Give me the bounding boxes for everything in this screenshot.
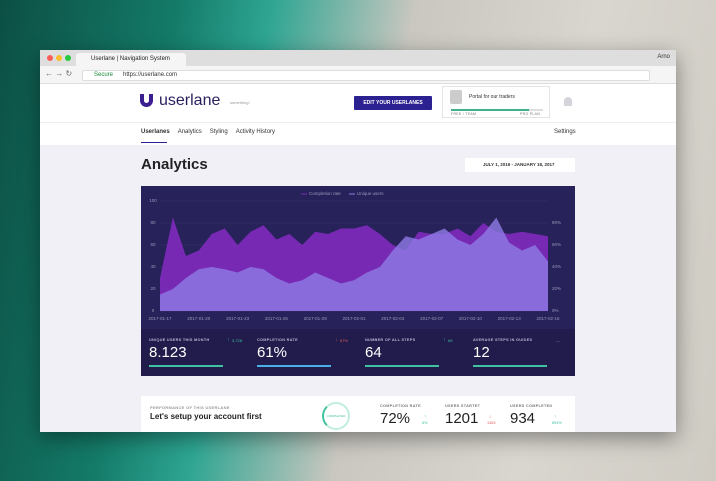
metric-label: COMPLETION RATE (380, 404, 421, 408)
legend-label: Unique users (357, 191, 384, 196)
performance-card (141, 396, 575, 432)
x-tick-label: 2017-02-13 (498, 316, 522, 321)
stat-trend: ↑ (227, 337, 230, 343)
metric-label: USERS STARTET (445, 404, 481, 408)
stat-change: 69 (448, 338, 453, 343)
metric-value: 1201 (445, 410, 479, 427)
metric-value: 934 (510, 410, 536, 427)
stat-bar (365, 365, 439, 367)
secure-label: Secure (94, 72, 114, 78)
y2-tick-label: 40% (552, 264, 561, 269)
settings[interactable]: Settings (554, 129, 576, 135)
x-tick-label: 2017-02-07 (420, 316, 444, 321)
performance-title: Let's setup your account first (150, 412, 262, 421)
y-tick-label: 20 (150, 286, 156, 291)
metric-change: 894% (552, 421, 562, 425)
close-button[interactable] (47, 55, 53, 61)
ring-label: COMPLETED (326, 414, 346, 418)
x-tick-label: 2017-01-23 (226, 316, 250, 321)
active-tab-indicator (141, 142, 167, 143)
metric-change: 1363 (487, 421, 496, 425)
url: https://userlane.com (123, 72, 178, 78)
metric-trend: ↑ (424, 414, 427, 420)
y-tick-label: 0 (152, 308, 155, 313)
date-picker[interactable]: JULY 1, 2016 - JANUARY 18, 2017 (465, 158, 575, 172)
tagline: something! (230, 100, 250, 105)
y2-tick-label: 60% (552, 242, 561, 247)
notifications[interactable] (564, 97, 572, 106)
stat-value: 12 (473, 344, 490, 361)
nav-tab[interactable]: Activity History (235, 129, 276, 135)
plan-bar (451, 109, 543, 111)
stat-value: 61% (257, 344, 288, 361)
plan-left: FREE / TEAM (451, 112, 477, 116)
metric-trend: ↓ (489, 414, 492, 420)
stat-trend: ↑ (443, 337, 446, 343)
portal-name: Portal for our traders (469, 94, 515, 100)
stat-change: 3,728 (232, 338, 243, 343)
y2-tick-label: 20% (552, 286, 561, 291)
x-tick-label: 2017-01-20 (187, 316, 211, 321)
stat-value: 8.123 (149, 344, 187, 361)
stat-label: UNIQUE USERS THIS MONTH (149, 338, 210, 342)
stat-label: COMPLETION RATE (257, 338, 298, 342)
x-tick-label: 2017-02-10 (459, 316, 483, 321)
y2-tick-label: 80% (552, 220, 561, 225)
metric-change: 6% (422, 421, 428, 425)
stat-label: AVERAGE STEPS IN GUIDES (473, 338, 533, 342)
profile-name: Arno (657, 54, 670, 60)
metric-value: 72% (380, 410, 411, 427)
tab[interactable]: Userlane | Navigation System (76, 53, 186, 66)
page-title: Analytics (141, 156, 208, 173)
metric-label: USERS COMPLETED (510, 404, 553, 408)
x-tick-label: 2017-02-04 (381, 316, 405, 321)
stat-label: NUMBER OF ALL STEPS (365, 338, 416, 342)
address-bar[interactable] (82, 70, 650, 81)
edit-button[interactable]: EDIT YOUR USERLANES (354, 96, 432, 110)
portal-select[interactable] (442, 86, 550, 118)
x-tick-label: 2017-02-01 (342, 316, 366, 321)
logo: userlane (159, 92, 221, 109)
minimize-button[interactable] (56, 55, 62, 61)
y-tick-label: 60 (150, 242, 156, 247)
legend-label: Completion rate (309, 191, 341, 196)
zoom-button[interactable] (65, 55, 71, 61)
analytics-chart: 0 20 40 60 80 100 0% 20% 40% 60% 80% 2017-01-17 2017… (141, 186, 575, 376)
divider (40, 122, 676, 123)
stat-bar (257, 365, 331, 367)
x-tick-label: 2017-02-16 (536, 316, 560, 321)
tab-bar (40, 50, 676, 66)
nav-tab[interactable]: Analytics (177, 129, 202, 135)
nav-tabs: Userlanes Analytics Styling Activity Histor… (141, 129, 275, 135)
stat-value: 64 (365, 344, 382, 361)
nav-buttons[interactable]: ← → ↻ (45, 69, 73, 78)
logo-icon (140, 94, 153, 107)
stats-background (141, 329, 575, 376)
avatar (450, 90, 462, 104)
x-tick-label: 2017-01-17 (148, 316, 172, 321)
stat-change: — (556, 338, 560, 343)
plan-right: PRO PLAN (520, 112, 541, 116)
y2-tick-label: 0% (552, 308, 559, 313)
area (160, 217, 548, 311)
x-tick-label: 2017-01-26 (265, 316, 289, 321)
nav-tab[interactable]: Userlanes (141, 129, 170, 135)
stat-bar (473, 365, 547, 367)
stat-trend: ↓ (335, 337, 338, 343)
stat-bar (149, 365, 223, 367)
y-tick-label: 100 (149, 198, 157, 203)
nav-tab[interactable]: Styling (209, 129, 228, 135)
metric-trend: ↑ (554, 414, 557, 420)
y-tick-label: 80 (150, 220, 156, 225)
stat-change: 67% (340, 338, 349, 343)
progress-ring (322, 402, 350, 430)
x-tick-label: 2017-01-29 (304, 316, 328, 321)
performance-label: PERFORMANCE OF THIS USERLANE (150, 405, 230, 410)
y-tick-label: 40 (150, 264, 156, 269)
browser-window: Userlane | Navigation System Arno ← → ↻ … (40, 50, 676, 432)
